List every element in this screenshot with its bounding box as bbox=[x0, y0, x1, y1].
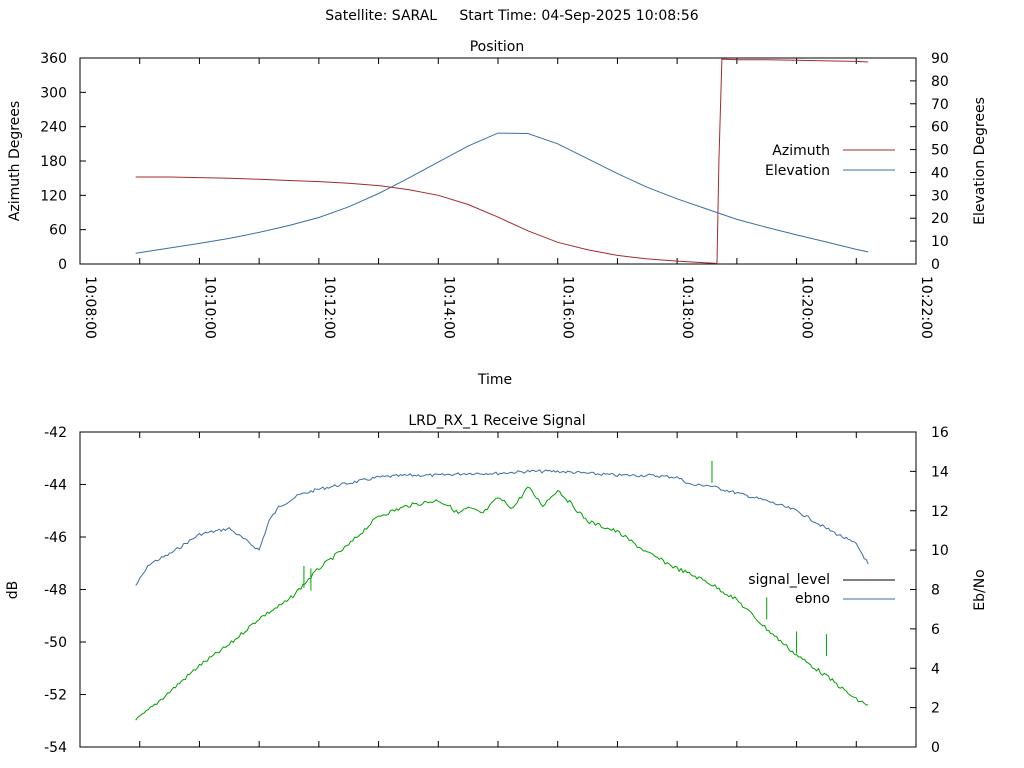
receive-signal-chart: LRD_RX_1 Receive Signal -54 -52 -50 -48 -46 -… bbox=[5, 413, 988, 756]
x-tick-label: 10:12:00 bbox=[321, 276, 337, 339]
y2-tick-label: 2 bbox=[931, 701, 940, 717]
y2-tick-label: 10 bbox=[931, 234, 949, 250]
y2-tick-label: 4 bbox=[931, 661, 940, 677]
y-tick-label: 180 bbox=[40, 154, 67, 170]
legend-azimuth-label: Azimuth bbox=[772, 143, 830, 159]
y-tick-label: -50 bbox=[44, 635, 67, 651]
y2-tick-label: 80 bbox=[931, 74, 949, 90]
receive-signal-chart-title: LRD_RX_1 Receive Signal bbox=[408, 413, 585, 429]
position-y2-axis-label: Elevation Degrees bbox=[972, 97, 988, 225]
y2-tick-label: 12 bbox=[931, 504, 949, 520]
position-chart: Position 0 60 120 180 240 300 360 0 10 20 30 40 50 6… bbox=[7, 39, 988, 388]
x-tick-label: 10:14:00 bbox=[440, 276, 456, 339]
y-tick-label: -42 bbox=[44, 425, 67, 441]
receive-signal-series-line bbox=[135, 486, 869, 721]
position-y-axis-label: Azimuth Degrees bbox=[7, 101, 23, 221]
legend-ebno-label: ebno bbox=[795, 591, 830, 607]
position-legend: Azimuth Elevation bbox=[765, 143, 895, 179]
y2-tick-label: 50 bbox=[931, 143, 949, 159]
y-tick-label: -48 bbox=[44, 583, 67, 599]
y-tick-label: 120 bbox=[40, 188, 67, 204]
y-tick-label: -52 bbox=[44, 688, 67, 704]
page-title: Satellite: SARAL Start Time: 04-Sep-2025… bbox=[0, 8, 1024, 24]
y2-tick-label: 70 bbox=[931, 97, 949, 113]
y2-tick-label: 40 bbox=[931, 165, 949, 181]
y-tick-label: -44 bbox=[44, 478, 67, 494]
y2-tick-label: 8 bbox=[931, 583, 940, 599]
y-tick-label: 240 bbox=[40, 120, 67, 136]
y2-tick-label: 20 bbox=[931, 211, 949, 227]
position-chart-title: Position bbox=[470, 39, 525, 55]
x-tick-label: 10:18:00 bbox=[679, 276, 695, 339]
y-tick-label: -54 bbox=[44, 740, 67, 756]
y-tick-label: 300 bbox=[40, 85, 67, 101]
x-tick-label: 10:10:00 bbox=[201, 276, 217, 339]
x-tick-label: 10:22:00 bbox=[918, 276, 934, 339]
receive-signal-y2-axis-label: Eb/No bbox=[972, 569, 988, 611]
y2-tick-label: 16 bbox=[931, 425, 949, 441]
y2-tick-label: 90 bbox=[931, 51, 949, 67]
x-tick-label: 10:16:00 bbox=[560, 276, 576, 339]
y-tick-label: 360 bbox=[40, 51, 67, 67]
legend-elevation-label: Elevation bbox=[765, 163, 830, 179]
y-tick-label: 0 bbox=[58, 257, 67, 273]
y2-tick-label: 0 bbox=[931, 257, 940, 273]
elevation-series-line bbox=[135, 132, 869, 254]
start-time-label: Start Time: 04-Sep-2025 10:08:56 bbox=[459, 8, 699, 24]
y2-tick-label: 0 bbox=[931, 740, 940, 756]
y2-tick-label: 10 bbox=[931, 543, 949, 559]
x-tick-label: 10:08:00 bbox=[82, 276, 98, 339]
y-tick-label: 60 bbox=[49, 223, 67, 239]
azimuth-series-line bbox=[135, 58, 869, 264]
position-x-axis-label: Time bbox=[477, 372, 512, 388]
y2-tick-label: 30 bbox=[931, 188, 949, 204]
receive-signal-plot-frame bbox=[79, 431, 917, 748]
x-tick-label: 10:20:00 bbox=[799, 276, 815, 339]
ebno-series-line bbox=[135, 469, 869, 586]
y2-tick-label: 6 bbox=[931, 622, 940, 638]
y-tick-label: -46 bbox=[44, 530, 67, 546]
y2-tick-label: 14 bbox=[931, 464, 949, 480]
satellite-label: Satellite: SARAL bbox=[325, 8, 438, 24]
receive-signal-legend: signal_level ebno bbox=[748, 572, 895, 607]
receive-signal-y-axis-label: dB bbox=[5, 581, 21, 600]
legend-signal-level-label: signal_level bbox=[748, 572, 830, 588]
y2-tick-label: 60 bbox=[931, 120, 949, 136]
